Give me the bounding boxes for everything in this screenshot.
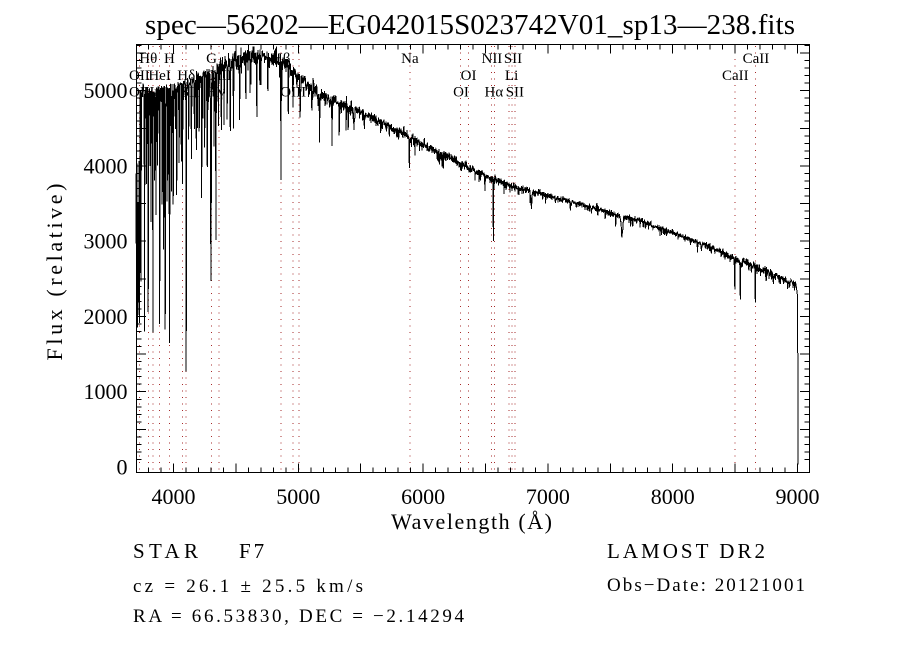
svg-text:5000: 5000 <box>84 78 128 103</box>
svg-text:Wavelength (Å): Wavelength (Å) <box>391 509 552 534</box>
svg-text:cz = 26.1 ± 25.5 km/s: cz = 26.1 ± 25.5 km/s <box>133 576 363 597</box>
svg-text:8000: 8000 <box>651 484 695 509</box>
svg-text:SII: SII <box>506 85 524 101</box>
svg-text:F7: F7 <box>239 539 267 563</box>
svg-text:OI: OI <box>453 85 469 101</box>
svg-text:0: 0 <box>117 454 128 479</box>
svg-text:STAR: STAR <box>133 539 198 563</box>
svg-text:3000: 3000 <box>84 229 128 254</box>
svg-text:NII: NII <box>481 51 502 67</box>
svg-text:Flux (relative): Flux (relative) <box>42 184 67 361</box>
svg-text:Hα: Hα <box>485 85 504 101</box>
svg-text:CaII: CaII <box>722 68 749 84</box>
svg-text:4000: 4000 <box>84 153 128 178</box>
svg-text:7000: 7000 <box>526 484 570 509</box>
svg-text:Na: Na <box>401 51 419 67</box>
svg-text:H: H <box>164 51 175 67</box>
svg-text:2000: 2000 <box>84 304 128 329</box>
svg-text:CaII: CaII <box>743 51 770 67</box>
svg-text:RA = 66.53830, DEC = −2.1429: RA = 66.53830, DEC = −2.14294 <box>133 606 465 627</box>
svg-text:Li: Li <box>505 68 518 84</box>
svg-text:9000: 9000 <box>776 484 820 509</box>
svg-text:spec—56202—EG042015S023742V01_: spec—56202—EG042015S023742V01_sp13—238.f… <box>145 9 795 41</box>
svg-text:HeI: HeI <box>148 68 171 84</box>
svg-text:4000: 4000 <box>152 484 196 509</box>
svg-text:Hθ: Hθ <box>139 51 157 67</box>
svg-text:OI: OI <box>461 68 477 84</box>
svg-text:LAMOST DR2: LAMOST DR2 <box>607 539 765 563</box>
svg-text:G: G <box>206 51 217 67</box>
svg-text:1000: 1000 <box>84 379 128 404</box>
svg-text:SII: SII <box>504 51 522 67</box>
svg-text:6000: 6000 <box>401 484 445 509</box>
svg-text:OII: OII <box>129 68 150 84</box>
svg-text:5000: 5000 <box>276 484 320 509</box>
